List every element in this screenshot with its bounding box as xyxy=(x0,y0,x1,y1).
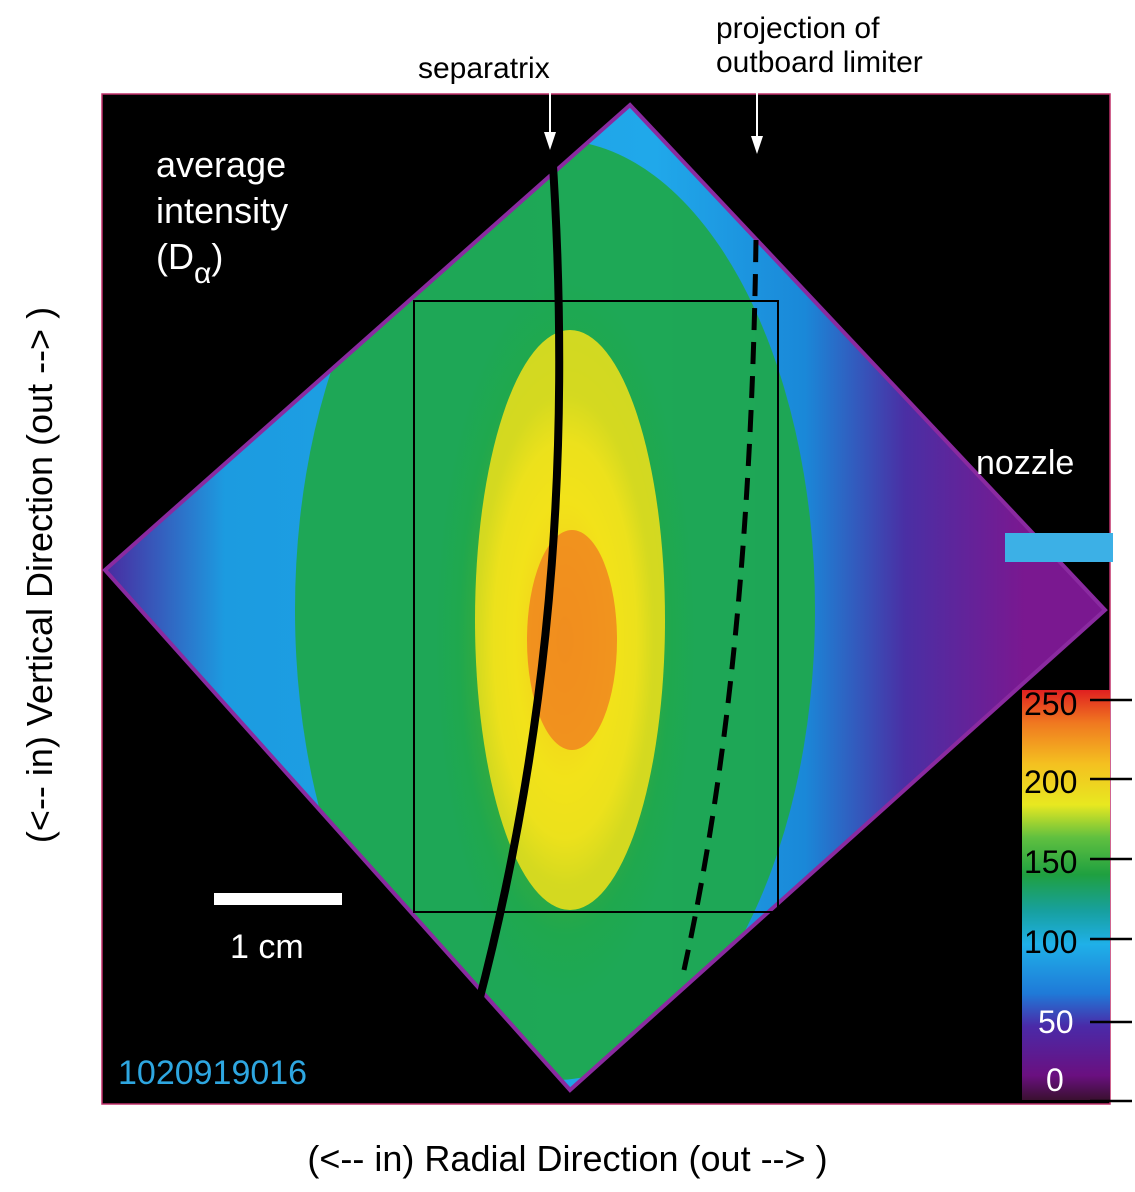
colorbar-tick-150: 150 xyxy=(1024,844,1078,880)
colorbar xyxy=(1022,690,1110,1100)
separatrix-curve xyxy=(474,149,564,1007)
intensity-title: average intensity (Dα) xyxy=(156,142,288,291)
nozzle-marker xyxy=(1005,533,1113,562)
colorbar-tick-100: 100 xyxy=(1024,924,1078,960)
scale-bar xyxy=(214,893,342,905)
colorbar-tick-0: 0 xyxy=(1046,1062,1064,1098)
colorbar-tick-50: 50 xyxy=(1038,1004,1074,1040)
colorbar-ticks xyxy=(1090,698,1132,1103)
separatrix-label: separatrix xyxy=(418,52,550,85)
intensity-title-line3: (Dα) xyxy=(156,236,224,291)
limiter-label-line1: projection of xyxy=(716,12,880,45)
intensity-title-line2: intensity xyxy=(156,190,289,231)
limiter-projection-label: projection of outboard limiter xyxy=(716,12,923,80)
scale-bar-label: 1 cm xyxy=(230,928,304,966)
intensity-title-line1: average xyxy=(156,144,287,185)
shot-number: 1020919016 xyxy=(118,1054,308,1092)
y-axis-label: (<-- in) Vertical Direction (out --> ) xyxy=(19,306,60,844)
roi-box xyxy=(413,300,779,913)
limiter-arrow xyxy=(751,88,763,154)
nozzle-label: nozzle xyxy=(976,444,1075,482)
limiter-label-line2: outboard limiter xyxy=(716,46,923,79)
x-axis-label: (<-- in) Radial Direction (out --> ) xyxy=(307,1138,828,1179)
colorbar-tick-200: 200 xyxy=(1024,764,1078,800)
diamond-outline xyxy=(102,102,1108,1093)
colorbar-tick-250: 250 xyxy=(1024,686,1078,722)
limiter-projection-line xyxy=(681,239,759,971)
separatrix-arrow xyxy=(544,88,556,150)
